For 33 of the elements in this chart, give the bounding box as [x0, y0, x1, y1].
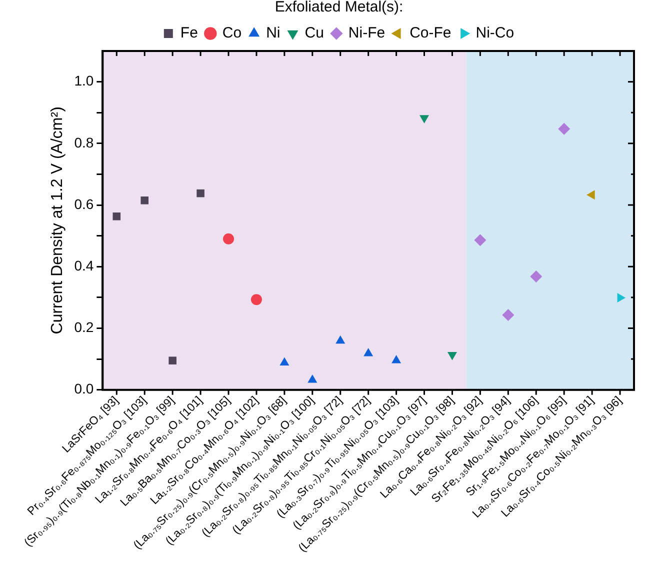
point [140, 196, 148, 204]
point [617, 292, 626, 302]
point [530, 270, 542, 282]
y-tick-label: 0.4 [74, 257, 94, 274]
point [558, 122, 570, 135]
legend-label: Fe [180, 24, 198, 42]
point [336, 335, 346, 344]
point [168, 356, 176, 364]
y-tick-label: 0.8 [74, 134, 94, 150]
legend-title: Exfoliated Metal(s): [274, 0, 404, 16]
legend-label: Co [222, 24, 242, 42]
legend-label: Cu [304, 24, 324, 42]
point [196, 189, 204, 198]
y-axis-title: Current Density at 1.2 V (A/cm²) [49, 106, 66, 334]
y-tick-label: 0.2 [74, 319, 94, 336]
point [250, 294, 262, 306]
legend-label: Ni [266, 24, 280, 42]
point [280, 357, 290, 366]
point [392, 355, 402, 364]
y-tick-label: 0.6 [74, 196, 94, 212]
legend-label: Co-Fe [410, 24, 452, 42]
point [586, 190, 595, 200]
point [223, 233, 234, 244]
legend-label: Ni-Co [476, 24, 514, 42]
y-tick-label: 0.0 [74, 380, 94, 397]
point [502, 308, 514, 321]
point [474, 234, 486, 246]
y-tick-label: 1.0 [74, 72, 94, 89]
point [420, 115, 430, 124]
point [112, 212, 121, 220]
legend-label: Ni-Fe [348, 24, 386, 42]
point [364, 348, 374, 356]
point [308, 374, 318, 383]
